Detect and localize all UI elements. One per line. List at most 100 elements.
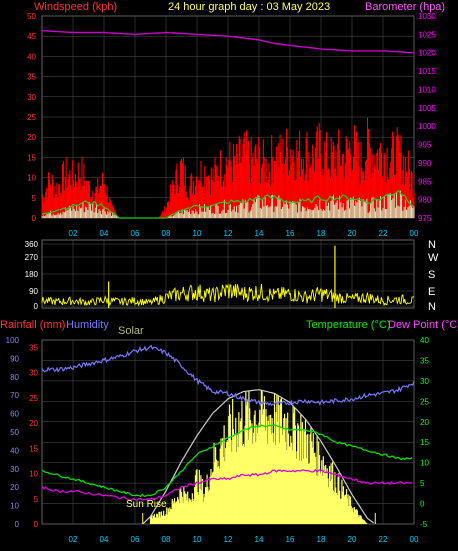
direction-y-tick-label: 0 bbox=[34, 302, 39, 311]
wind-x-tick-label: 14 bbox=[255, 229, 264, 238]
direction-compass-label: N bbox=[428, 301, 436, 313]
dew-point-line bbox=[41, 468, 413, 502]
baro-y-tick-label: 985 bbox=[418, 177, 432, 186]
temp-y-tick-label: 35 bbox=[420, 356, 429, 365]
baro-y-tick-label: 1010 bbox=[418, 85, 436, 94]
temp-y-tick-label: 10 bbox=[420, 459, 429, 468]
temp-x-tick-label: 18 bbox=[317, 535, 326, 544]
baro-y-tick-label: 1000 bbox=[418, 122, 436, 131]
graph-title: 24 hour graph day : 03 May 2023 bbox=[168, 1, 330, 13]
wind-y-tick-label: 40 bbox=[27, 52, 36, 61]
humidity-y-tick-label: 80 bbox=[10, 373, 19, 382]
temp-x-tick-label: 08 bbox=[162, 535, 171, 544]
temp-x-tick-label: 06 bbox=[131, 535, 140, 544]
direction-compass-label: W bbox=[428, 252, 439, 264]
direction-y-tick-label: 360 bbox=[25, 240, 39, 249]
wind-y-tick-label: 30 bbox=[27, 93, 36, 102]
humidity-y-tick-label: 30 bbox=[10, 465, 19, 474]
wind-y-tick-label: 20 bbox=[27, 133, 36, 142]
rain-y-tick-label: 0 bbox=[34, 520, 39, 529]
humidity-y-tick-label: 90 bbox=[10, 354, 19, 363]
wind-y-tick-label: 10 bbox=[27, 174, 36, 183]
dew-point-label: Dew Point (°C) bbox=[388, 319, 458, 331]
direction-compass-label: E bbox=[428, 286, 435, 298]
temp-y-tick-label: 25 bbox=[420, 397, 429, 406]
direction-y-tick-label: 270 bbox=[25, 253, 39, 262]
direction-y-tick-label: 90 bbox=[29, 287, 38, 296]
sunrise-annotation: Sun Rise bbox=[126, 499, 167, 510]
temperature-line bbox=[41, 424, 413, 498]
wind-x-tick-label: 02 bbox=[69, 229, 78, 238]
wind-x-tick-label: 16 bbox=[286, 229, 295, 238]
wind-x-tick-label: 04 bbox=[100, 229, 109, 238]
solar-label: Solar bbox=[118, 325, 144, 337]
baro-y-tick-label: 990 bbox=[418, 159, 432, 168]
rainfall-label: Rainfall (mm) bbox=[0, 319, 65, 331]
temp-y-tick-label: -5 bbox=[420, 520, 428, 529]
windspeed-label: Windspeed (kph) bbox=[34, 1, 117, 13]
humidity-y-tick-label: 70 bbox=[10, 391, 19, 400]
temp-x-tick-label: 02 bbox=[69, 535, 78, 544]
barometer-label: Barometer (hpa) bbox=[365, 1, 445, 13]
wind-barometer-panel: 0510152025303540455097598098599099510001… bbox=[27, 1, 445, 238]
solar-envelope-line bbox=[142, 389, 375, 525]
temp-x-tick-label: 22 bbox=[379, 535, 388, 544]
temp-y-tick-label: 5 bbox=[420, 479, 425, 488]
wind-y-tick-label: 45 bbox=[27, 32, 36, 41]
wind-y-tick-label: 50 bbox=[27, 12, 36, 21]
wind-x-tick-label: 08 bbox=[162, 229, 171, 238]
humidity-y-tick-label: 20 bbox=[10, 483, 19, 492]
temp-x-tick-label: 12 bbox=[224, 535, 233, 544]
wind-y-tick-label: 35 bbox=[27, 73, 36, 82]
temp-x-tick-label: 20 bbox=[348, 535, 357, 544]
temp-y-tick-label: 30 bbox=[420, 377, 429, 386]
temp-x-tick-label: 00 bbox=[410, 535, 419, 544]
temp-x-tick-label: 14 bbox=[255, 535, 264, 544]
baro-y-tick-label: 980 bbox=[418, 196, 432, 205]
temp-axes: 0 10 20 30 40 5 06 0 70 80 90 10 00 5 10 15 20 25 30 35 -5 0 5… bbox=[6, 336, 430, 544]
humidity-y-tick-label: 0 bbox=[15, 520, 20, 529]
baro-y-tick-label: 1030 bbox=[418, 12, 436, 21]
wind-x-tick-label: 22 bbox=[379, 229, 388, 238]
wind-series bbox=[41, 30, 415, 219]
baro-y-tick-label: 975 bbox=[418, 214, 432, 223]
barometer-line bbox=[41, 30, 415, 54]
wind-x-tick-label: 18 bbox=[317, 229, 326, 238]
solar-bars bbox=[149, 390, 368, 524]
humidity-line bbox=[41, 344, 415, 407]
wind-average-line bbox=[41, 189, 415, 219]
temp-y-tick-label: 0 bbox=[420, 500, 425, 509]
temp-y-tick-label: 20 bbox=[420, 418, 429, 427]
rain-y-tick-label: 30 bbox=[29, 369, 38, 378]
baro-y-tick-label: 1025 bbox=[418, 30, 436, 39]
wind-direction-line bbox=[41, 283, 415, 307]
temperature-label: Temperature (°C) bbox=[306, 319, 390, 331]
humidity-y-tick-label: 40 bbox=[10, 446, 19, 455]
wind-y-tick-label: 5 bbox=[32, 194, 37, 203]
baro-y-tick-label: 995 bbox=[418, 141, 432, 150]
rain-y-tick-label: 5 bbox=[34, 495, 39, 504]
humidity-y-tick-label: 100 bbox=[6, 336, 20, 345]
baro-y-tick-label: 1015 bbox=[418, 67, 436, 76]
humidity-y-tick-label: 50 bbox=[10, 428, 19, 437]
rain-y-tick-label: 20 bbox=[29, 419, 38, 428]
humidity-y-tick-label: 10 bbox=[10, 502, 19, 511]
direction-compass-label: S bbox=[428, 269, 435, 281]
rain-humidity-temp-panel: 0 10 20 30 40 5 06 0 70 80 90 10 00 5 10 15 20 25 30 35 -5 0 5… bbox=[0, 319, 458, 544]
rain-y-tick-label: 25 bbox=[29, 394, 38, 403]
wind-x-tick-label: 06 bbox=[131, 229, 140, 238]
direction-compass-label: N bbox=[428, 239, 436, 251]
direction-series bbox=[41, 245, 415, 308]
temp-y-tick-label: 15 bbox=[420, 438, 429, 447]
wind-x-tick-label: 12 bbox=[224, 229, 233, 238]
wind-x-tick-label: 10 bbox=[193, 229, 202, 238]
temp-x-tick-label: 04 bbox=[100, 535, 109, 544]
wind-light-bars bbox=[41, 190, 415, 218]
rain-y-tick-label: 35 bbox=[29, 343, 38, 352]
rain-y-tick-label: 10 bbox=[29, 470, 38, 479]
direction-grid bbox=[42, 240, 415, 308]
temp-x-tick-label: 10 bbox=[193, 535, 202, 544]
wind-x-tick-label: 00 bbox=[410, 229, 419, 238]
wind-x-tick-label: 20 bbox=[348, 229, 357, 238]
